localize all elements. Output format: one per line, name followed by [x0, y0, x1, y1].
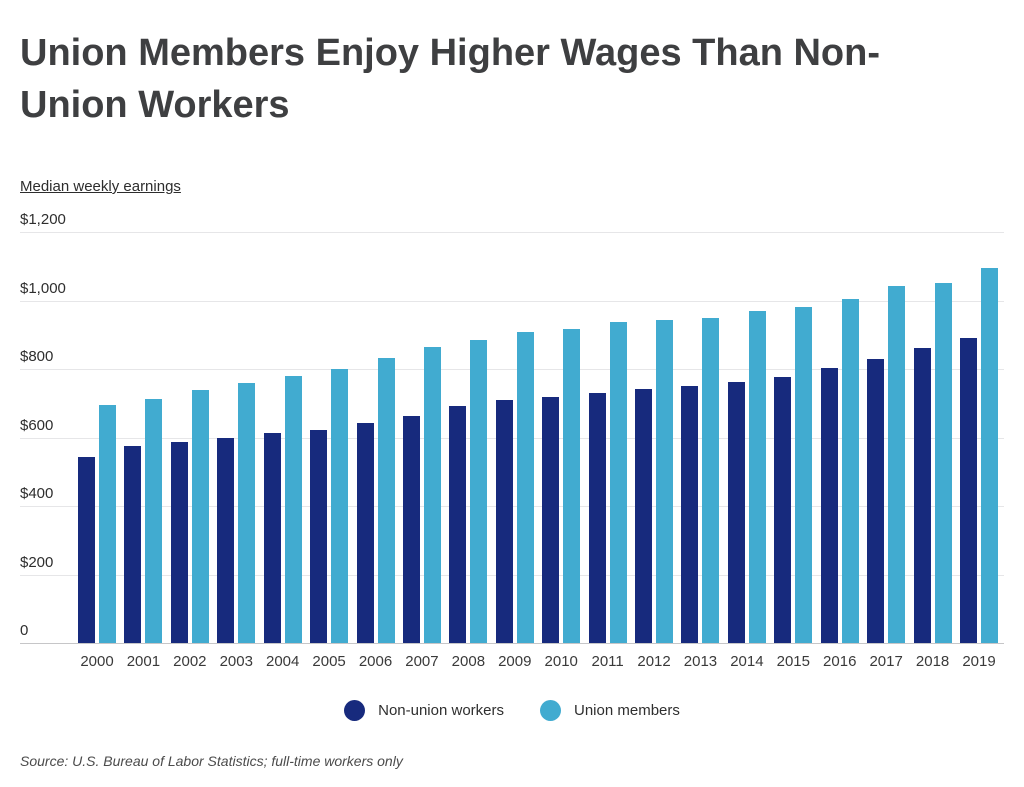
x-axis-tick-label: 2003	[219, 653, 253, 670]
bar-nonunion-2015	[774, 377, 792, 643]
bar-nonunion-2002	[170, 441, 188, 643]
legend-swatch-icon	[540, 700, 561, 721]
chart-legend: Non-union workers Union members	[0, 700, 1024, 721]
bar-nonunion-2003	[217, 437, 235, 643]
bar-nonunion-2017	[867, 359, 885, 643]
legend-label: Non-union workers	[378, 702, 504, 719]
bar-nonunion-2014	[727, 381, 745, 643]
legend-swatch-icon	[344, 700, 366, 721]
bar-nonunion-2009	[495, 399, 513, 643]
bar-union-2006	[377, 357, 395, 643]
x-axis-tick-label: 2013	[683, 653, 718, 670]
legend-label: Union members	[574, 702, 680, 719]
x-axis-tick-label: 2002	[173, 653, 207, 670]
bar-union-2002	[191, 389, 209, 643]
bar-nonunion-2008	[449, 406, 467, 643]
x-axis-tick-label: 2006	[358, 653, 393, 670]
x-axis-tick-label: 2017	[869, 653, 903, 670]
x-axis-tick-label: 2009	[498, 653, 532, 670]
x-axis-tick-label: 2001	[126, 653, 161, 670]
bar-union-2019	[981, 267, 998, 643]
bar-chart-plot-area: $1,200 $1,000 $800 $600 $400 $200 0 2000 2001 200…	[20, 211, 1004, 670]
page-title: Union Members Enjoy Higher Wages Than No…	[20, 27, 880, 131]
bar-union-2005	[331, 368, 349, 643]
y-axis-tick-label: $1,200	[20, 211, 66, 228]
y-axis-tick-label: $600	[20, 416, 54, 434]
page-title-line2: Union Workers	[20, 84, 290, 126]
chart-units-label: Median weekly earnings	[20, 178, 181, 195]
y-axis-tick-label: $800	[20, 348, 54, 365]
bar-union-2011	[609, 321, 627, 643]
x-axis-tick-label: 2010	[544, 653, 578, 670]
x-axis-tick-label: 2005	[312, 653, 346, 670]
bar-union-2000	[99, 404, 116, 643]
page-title-line1: Union Members Enjoy Higher Wages Than No…	[20, 32, 880, 74]
x-axis-tick-label: 2016	[823, 653, 857, 670]
x-axis-tick-label: 2008	[451, 653, 486, 670]
legend-item: Union members	[540, 700, 680, 721]
bar-nonunion-2018	[913, 348, 931, 643]
x-axis-tick-label: 2019	[962, 653, 996, 670]
y-axis-tick-label: $400	[20, 485, 54, 502]
bar-union-2001	[145, 399, 163, 643]
bar-union-2013	[702, 317, 720, 643]
gridline-1000	[20, 300, 1004, 302]
x-axis-tick-label: 2004	[265, 653, 300, 670]
bar-union-2004	[284, 375, 302, 643]
bar-nonunion-2011	[588, 393, 606, 643]
x-axis-tick-label: 2012	[637, 653, 671, 670]
bar-union-2003	[238, 382, 256, 643]
gridline-800	[20, 369, 1004, 370]
bar-nonunion-2019	[960, 337, 977, 643]
gridline-1200	[20, 232, 1004, 233]
bar-nonunion-2005	[310, 429, 328, 643]
y-axis-tick-label: $1,000	[20, 279, 66, 297]
bar-nonunion-2007	[402, 415, 420, 643]
bar-nonunion-2004	[263, 433, 281, 643]
bar-union-2009	[516, 332, 534, 643]
bar-union-2010	[563, 328, 581, 643]
bar-nonunion-2013	[681, 386, 699, 643]
bar-union-2016	[841, 299, 859, 643]
x-axis-tick-label: 2014	[730, 653, 764, 670]
y-axis-tick-label: $200	[20, 553, 54, 571]
bar-union-2018	[934, 283, 952, 643]
x-axis-tick-label: 2015	[776, 653, 810, 670]
bar-union-2012	[656, 320, 674, 643]
x-axis-tick-label: 2000	[80, 653, 114, 670]
bar-nonunion-2010	[542, 397, 560, 643]
x-axis-baseline	[20, 643, 1004, 644]
legend-item: Non-union workers	[344, 700, 504, 721]
bar-nonunion-2016	[820, 368, 838, 643]
bar-union-2014	[748, 310, 766, 643]
y-axis-tick-label: 0	[20, 622, 29, 639]
bar-union-2007	[423, 347, 441, 643]
source-note: Source: U.S. Bureau of Labor Statistics;…	[20, 753, 403, 769]
x-axis-tick-label: 2018	[915, 653, 950, 670]
bar-nonunion-2000	[78, 457, 95, 643]
bar-nonunion-2001	[124, 446, 142, 643]
x-axis-tick-label: 2011	[591, 653, 624, 670]
bar-union-2017	[888, 286, 906, 643]
bar-union-2008	[470, 339, 488, 643]
bar-nonunion-2012	[635, 388, 653, 643]
x-axis-tick-label: 2007	[405, 653, 439, 670]
bar-union-2015	[795, 307, 813, 643]
bar-nonunion-2006	[356, 423, 374, 643]
